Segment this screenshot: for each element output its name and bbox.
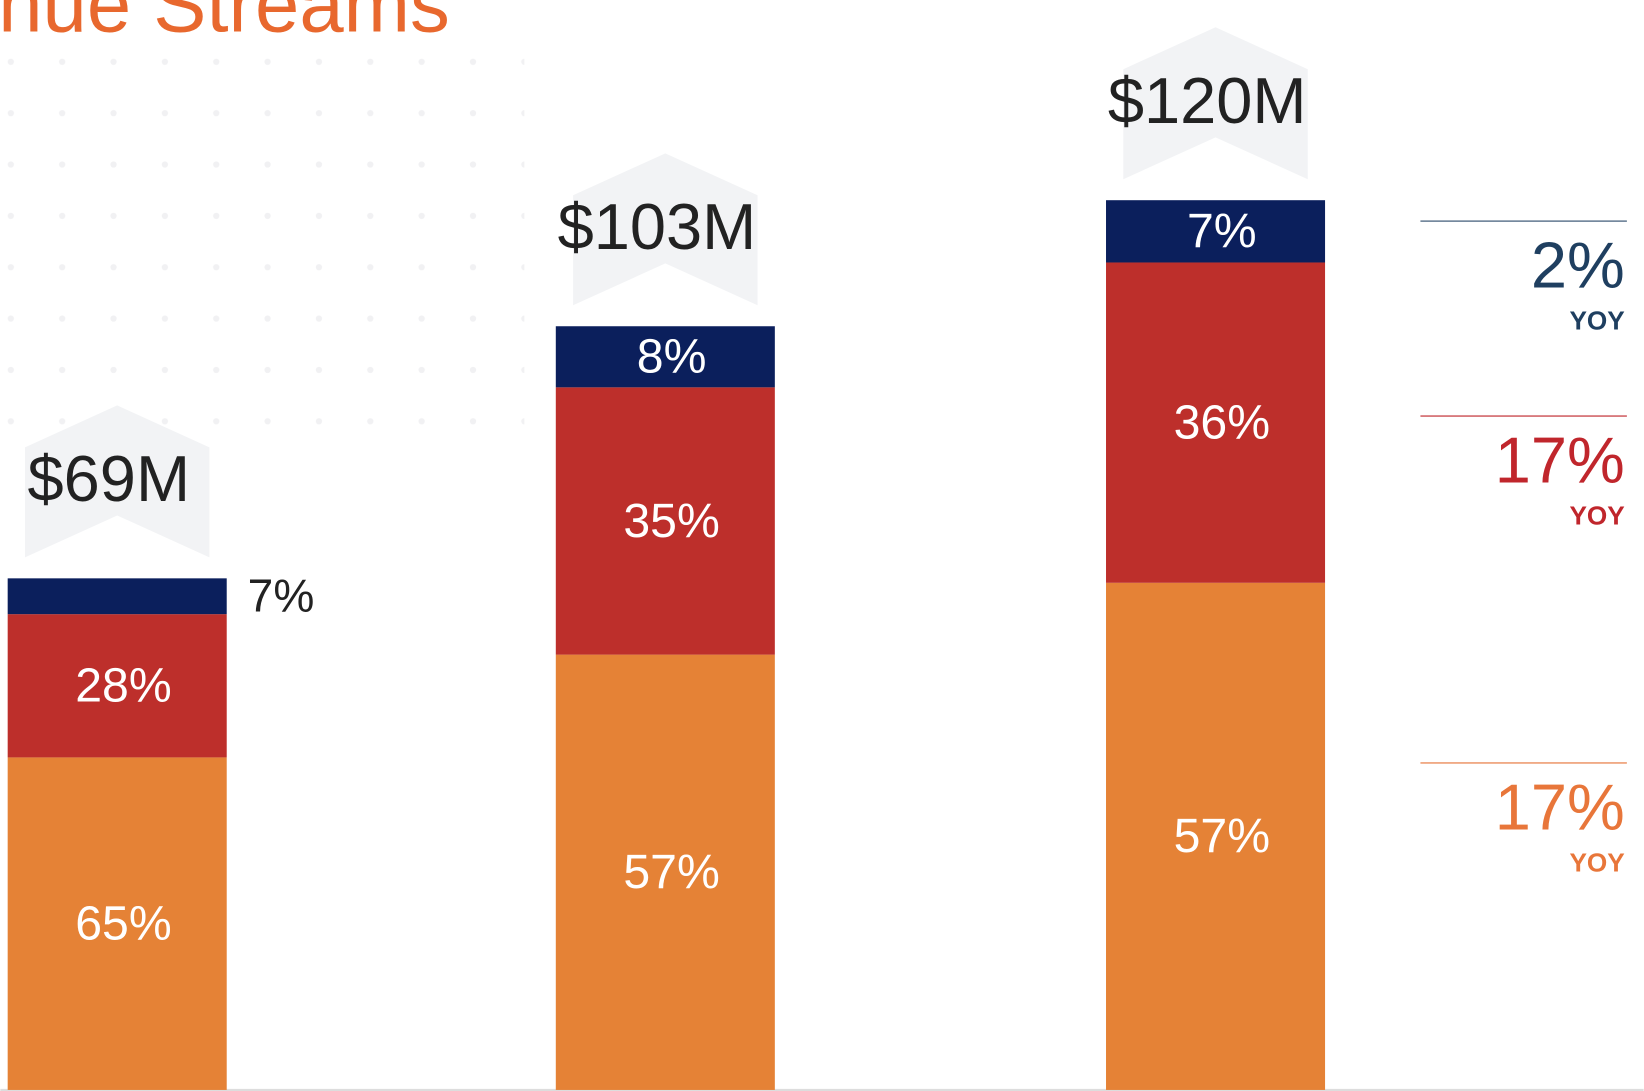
annotation-value: 17% (1495, 423, 1625, 496)
segment-label: 8% (637, 330, 707, 384)
total-label: $120M (1108, 64, 1307, 137)
bar-segment (555, 387, 775, 655)
bar-segment (7, 757, 227, 1090)
segment-label: 36% (1174, 396, 1270, 450)
segment-label: 57% (623, 845, 719, 899)
bar-segment (1106, 200, 1326, 263)
bar-segment (7, 578, 227, 615)
bar-segment (555, 326, 775, 388)
chart-title: nue Streams (0, 0, 450, 49)
chevron (1123, 27, 1308, 180)
bar-segment (1106, 582, 1326, 1090)
chevron (24, 405, 210, 558)
chevron (573, 153, 758, 306)
segment-label: 57% (1174, 809, 1270, 863)
annotation-sub: YOY (1569, 501, 1625, 531)
annotation-sub: YOY (1569, 306, 1625, 336)
segment-label: 28% (75, 659, 171, 713)
segment-label: 7% (1187, 204, 1257, 258)
annotation-value: 17% (1495, 770, 1625, 843)
segment-label: 7% (248, 570, 315, 622)
dot-background (0, 41, 525, 441)
annotation-sub: YOY (1569, 848, 1625, 878)
segment-label: 35% (623, 494, 719, 548)
bar-segment (1106, 262, 1326, 583)
total-label: $69M (28, 442, 191, 515)
segment-label: 65% (75, 897, 171, 951)
total-label: $103M (558, 190, 757, 263)
bar-segment (7, 614, 227, 758)
annotation-value: 2% (1531, 229, 1625, 302)
bar-segment (555, 654, 775, 1090)
